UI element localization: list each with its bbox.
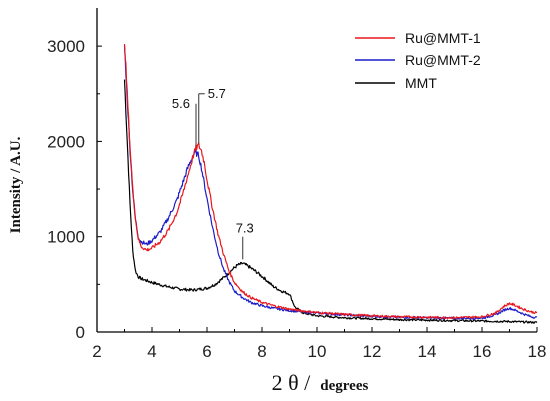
series-line-mmt xyxy=(123,79,538,324)
x-tick-label: 12 xyxy=(363,342,382,361)
x-tick-label: 4 xyxy=(147,342,156,361)
annotation-label-5-6: 5.6 xyxy=(172,96,190,111)
annotation-label-7-3: 7.3 xyxy=(236,221,254,236)
y-tick-label: 1000 xyxy=(47,228,85,247)
x-tick-label: 10 xyxy=(308,342,327,361)
annotation-label-5-7: 5.7 xyxy=(208,86,226,101)
series-line-ru-mmt-1 xyxy=(123,44,538,320)
x-tick-label: 2 xyxy=(92,342,101,361)
plot-area xyxy=(123,44,538,324)
x-tick-label: 6 xyxy=(202,342,211,361)
legend-label-ru-mmt-1: Ru@MMT-1 xyxy=(405,30,481,46)
y-tick-label: 0 xyxy=(76,323,85,342)
legend-label-mmt: MMT xyxy=(405,75,437,91)
legend-label-ru-mmt-2: Ru@MMT-2 xyxy=(405,52,481,68)
x-axis-label-unit: degrees xyxy=(320,378,368,394)
axes: 2 4 6 8 10 12 14 16 18 0 1000 2000 3000 xyxy=(47,8,546,361)
x-tick-label: 14 xyxy=(418,342,437,361)
legend: Ru@MMT-1 Ru@MMT-2 MMT xyxy=(355,30,481,91)
y-tick-label: 3000 xyxy=(47,37,85,56)
peak-annotations: 5.6 5.7 7.3 xyxy=(172,86,254,260)
x-tick-label: 16 xyxy=(473,342,492,361)
x-axis-label: 2 θ / degrees xyxy=(272,370,369,395)
y-tick-label: 2000 xyxy=(47,132,85,151)
x-tick-label: 8 xyxy=(257,342,266,361)
x-tick-label: 18 xyxy=(528,342,547,361)
y-axis-label: Intensity / A.U. xyxy=(8,136,24,233)
x-axis-label-symbol: 2 θ / xyxy=(272,370,312,395)
